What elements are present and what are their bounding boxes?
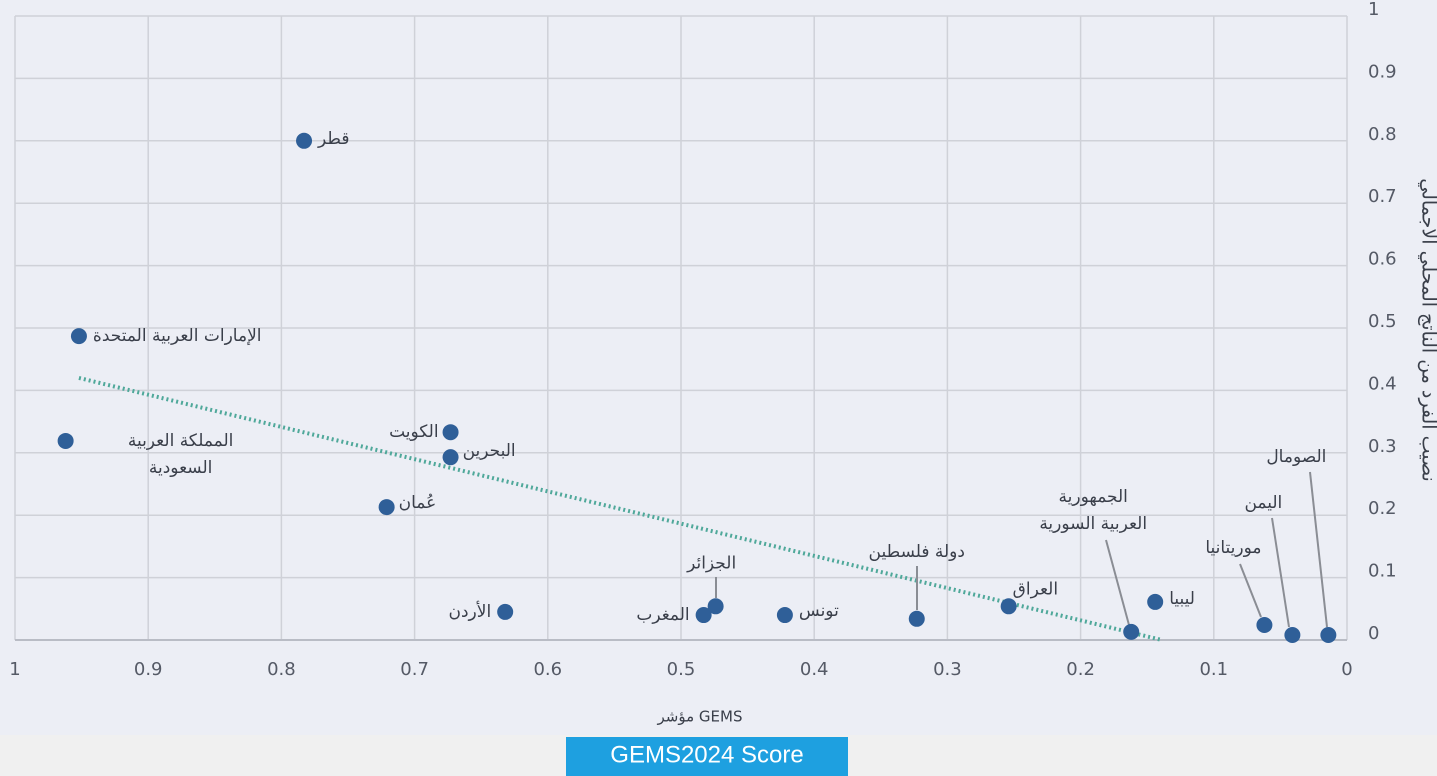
point [1123,623,1140,640]
point-label: ليبيا [1169,589,1195,609]
leader-line [1271,517,1290,628]
caption-box [566,737,848,776]
x-tick-label: 0 [1341,659,1352,680]
y-tick-label: 1 [1368,0,1379,20]
x-tick-label: 0.3 [933,659,962,680]
chart-background [0,0,1437,735]
x-axis-label: مؤشر GEMS [657,708,743,726]
point [1000,598,1017,615]
x-tick-label: 0.9 [134,659,163,680]
point-label: البحرين [463,441,516,461]
x-tick-label: 0.5 [667,659,696,680]
point [1147,593,1164,610]
leader-line [1309,471,1328,628]
point-label: العربية السورية [1039,514,1147,534]
point [442,449,459,466]
x-tick-label: 0.7 [400,659,429,680]
point-label: الكويت [389,422,439,442]
point-label: موريتانيا [1205,538,1261,558]
y-axis-label: نصيب الفرد من الناتج المحلي الاجمالي [1418,178,1437,481]
point [908,610,925,627]
point [57,432,74,449]
point-label: تونس [799,601,839,621]
x-tick-label: 0.6 [533,659,562,680]
point [70,328,87,345]
x-tick-label: 0.8 [267,659,296,680]
point-label: قطر [317,129,349,149]
y-tick-label: 0.8 [1368,124,1397,145]
leader-line [1239,563,1262,618]
point-label: دولة فلسطين [869,542,965,562]
point-label: اليمن [1244,493,1282,513]
point [707,598,724,615]
point [442,424,459,441]
caption: GEMS2024 Score [610,741,803,768]
y-tick-label: 0.2 [1368,498,1397,519]
point-label: السعودية [149,458,212,478]
y-tick-label: 0.9 [1368,61,1397,82]
point [776,607,793,624]
y-tick-label: 0.1 [1368,561,1397,582]
leader-line [1105,539,1130,626]
point [497,603,514,620]
y-tick-label: 0.7 [1368,186,1397,207]
x-tick-label: 0.4 [800,659,829,680]
point [1284,627,1301,644]
point [695,607,712,624]
point-label: الصومال [1266,447,1326,467]
point-label: الأردن [448,601,491,622]
point-label: الإمارات العربية المتحدة [93,326,262,346]
point [1256,617,1273,634]
point-label: المملكة العربية [128,431,234,451]
point-label: المغرب [636,605,689,625]
y-tick-label: 0.5 [1368,311,1397,332]
point [1320,627,1337,644]
x-tick-label: 1 [9,659,20,680]
x-tick-label: 0.1 [1199,659,1228,680]
y-tick-label: 0 [1368,623,1379,644]
y-tick-label: 0.4 [1368,373,1397,394]
y-tick-label: 0.3 [1368,436,1397,457]
point-label: الجمهورية [1059,487,1128,507]
y-tick-label: 0.6 [1368,249,1397,270]
point-label: الجزائر [686,553,736,573]
point [296,132,313,149]
point [378,499,395,516]
point-label: عُمان [399,493,437,513]
trendline [78,375,1163,642]
point-label: العراق [1013,579,1058,599]
x-tick-label: 0.2 [1066,659,1095,680]
